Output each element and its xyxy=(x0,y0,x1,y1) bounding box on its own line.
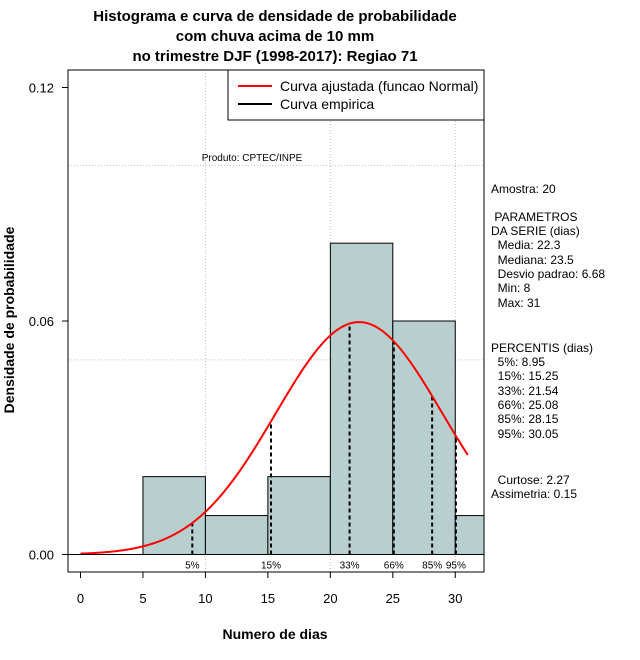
histogram-bar-5 xyxy=(454,515,484,555)
histogram-bar-1 xyxy=(204,515,269,555)
stat-p15: 15%: 15.25 xyxy=(491,369,559,383)
y-axis-title: Densidade de probabilidade xyxy=(1,226,17,413)
stat-skewness: Assimetria: 0.15 xyxy=(491,487,577,501)
legend: Curva ajustada (funcao Normal) Curva emp… xyxy=(227,69,485,121)
y-tick-label-2: 0.12 xyxy=(29,81,54,96)
percentile-label-3: 66% xyxy=(384,560,404,571)
x-tick-label-1: 5 xyxy=(139,591,146,606)
histogram-bar-4 xyxy=(392,320,456,555)
chart-title-line-1: Histograma e curva de densidade de proba… xyxy=(93,8,456,25)
curve-layer xyxy=(80,321,469,555)
stat-params-subheading: DA SERIE (dias) xyxy=(491,224,580,238)
stat-kurtosis: Curtose: 2.27 xyxy=(491,473,570,487)
x-tick-label-3: 15 xyxy=(261,591,275,606)
percentile-label-5: 95% xyxy=(446,560,466,571)
x-tick-label-5: 25 xyxy=(386,591,400,606)
stat-p85: 85%: 28.15 xyxy=(491,412,559,426)
stat-std-dev: Desvio padrao: 6.68 xyxy=(491,267,605,281)
statistics-panel: Amostra: 20 PARAMETROS DA SERIE (dias) M… xyxy=(491,182,605,501)
x-tick-label-6: 30 xyxy=(448,591,462,606)
stat-p66: 66%: 25.08 xyxy=(491,398,559,412)
stat-median: Mediana: 23.5 xyxy=(491,253,574,267)
percentile-label-1: 15% xyxy=(261,560,281,571)
histogram-bar-3 xyxy=(329,242,394,555)
stat-max: Max: 31 xyxy=(491,296,541,310)
y-tick-label-1: 0.06 xyxy=(29,314,54,329)
stat-params-heading: PARAMETROS xyxy=(491,210,577,224)
percentile-lines-layer: 5% 15% 33% 66% 85% 95% xyxy=(185,323,466,571)
stat-min: Min: 8 xyxy=(491,281,531,295)
x-tick-label-0: 0 xyxy=(77,591,84,606)
stat-p5: 5%: 8.95 xyxy=(491,355,545,369)
stat-sample-size: Amostra: 20 xyxy=(491,182,556,196)
percentile-label-2: 33% xyxy=(340,560,360,571)
axes-layer: 0 5 10 15 20 25 30 0.00 0.06 0.12 xyxy=(29,69,485,606)
chart-title-line-2: com chuva acima de 10 mm xyxy=(176,28,374,45)
legend-label-empirical: Curva empirica xyxy=(280,96,374,112)
watermark-text: Produto: CPTEC/INPE xyxy=(202,153,303,164)
percentile-label-4: 85% xyxy=(422,560,442,571)
x-tick-label-4: 20 xyxy=(323,591,337,606)
x-axis-title: Numero de dias xyxy=(222,626,327,642)
stat-p33: 33%: 21.54 xyxy=(491,384,559,398)
bars-layer xyxy=(142,242,484,555)
legend-box xyxy=(227,69,485,121)
histogram-bar-2 xyxy=(267,476,331,555)
stat-percentiles-heading: PERCENTIS (dias) xyxy=(491,341,593,355)
stat-p95: 95%: 30.05 xyxy=(491,427,559,441)
normal-fit-curve xyxy=(80,321,469,555)
legend-label-normal: Curva ajustada (funcao Normal) xyxy=(280,78,478,94)
stat-mean: Media: 22.3 xyxy=(491,238,561,252)
x-tick-label-2: 10 xyxy=(198,591,212,606)
chart-title-line-3: no trimestre DJF (1998-2017): Regiao 71 xyxy=(132,48,417,65)
percentile-label-0: 5% xyxy=(185,560,200,571)
y-tick-label-0: 0.00 xyxy=(29,547,54,562)
grid-layer xyxy=(68,70,484,572)
